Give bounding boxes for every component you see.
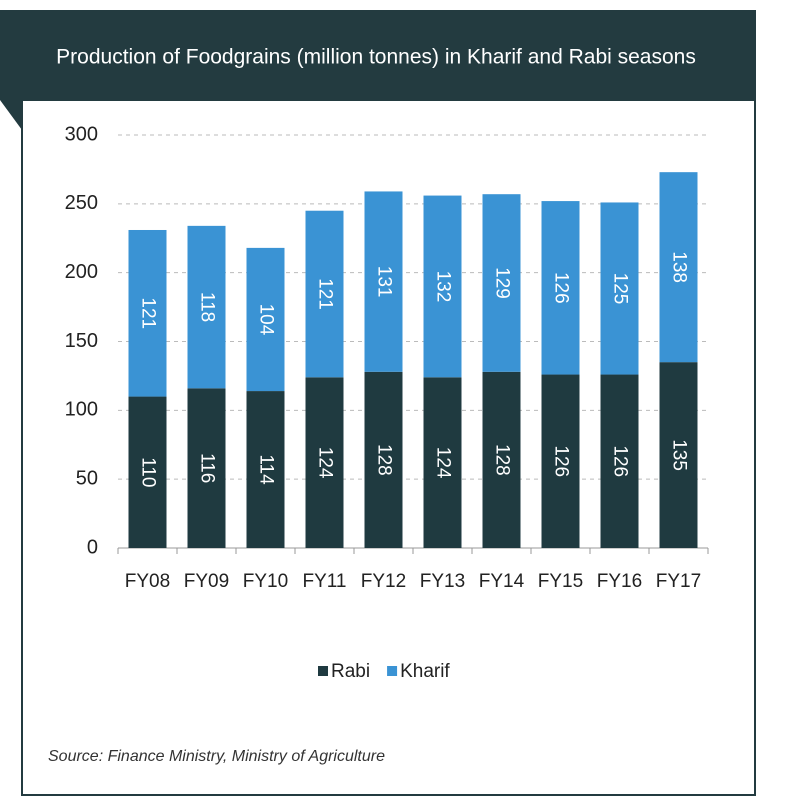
x-tick-label: FY11	[302, 571, 346, 592]
y-tick-label: 0	[87, 536, 98, 558]
data-label: 132	[432, 271, 453, 303]
y-tick-label: 200	[65, 261, 98, 283]
data-label: 126	[550, 272, 571, 304]
bar-segment	[423, 377, 462, 548]
header-banner	[0, 10, 756, 100]
bar-segment	[541, 201, 580, 375]
x-tick-label: FY08	[125, 571, 170, 592]
x-tick-label: FY16	[597, 571, 642, 592]
source-note: Source: Finance Ministry, Ministry of Ag…	[48, 748, 385, 765]
data-label: 126	[609, 445, 630, 477]
data-label: 135	[668, 439, 689, 471]
bar-segment	[600, 374, 639, 548]
data-label: 129	[491, 267, 512, 299]
data-label: 128	[491, 444, 512, 476]
bar-segment	[482, 194, 521, 372]
frame	[21, 99, 756, 796]
bar-segment	[659, 172, 698, 363]
data-label: 125	[609, 273, 630, 305]
bar-segment	[423, 195, 462, 378]
bar-segment	[246, 247, 285, 392]
data-label: 124	[314, 447, 335, 479]
bar-segment	[187, 388, 226, 548]
y-tick-label: 150	[65, 330, 98, 352]
data-label: 118	[196, 292, 217, 322]
x-tick-label: FY09	[184, 571, 229, 592]
bar-segment	[128, 396, 167, 548]
data-label: 121	[314, 278, 335, 310]
y-tick-label: 100	[65, 399, 98, 421]
data-label: 121	[137, 297, 158, 329]
x-tick-label: FY15	[538, 571, 583, 592]
bar-segment	[187, 225, 226, 389]
y-tick-label: 250	[65, 192, 98, 214]
bar-segment	[541, 374, 580, 548]
legend-label: Rabi	[331, 661, 370, 682]
bar-segment	[482, 371, 521, 548]
legend-swatch	[387, 666, 398, 676]
data-label: 116	[196, 453, 217, 483]
data-label: 104	[255, 304, 276, 336]
x-tick-label: FY13	[420, 571, 465, 592]
y-tick-label: 300	[65, 123, 98, 145]
x-tick-label: FY14	[479, 571, 525, 592]
data-label: 110	[137, 457, 158, 487]
bar-segment	[305, 210, 344, 378]
x-tick-label: FY17	[656, 571, 701, 592]
bar-segment	[364, 191, 403, 372]
data-label: 138	[668, 251, 689, 283]
bar-segment	[600, 202, 639, 375]
bar-segment	[364, 371, 403, 548]
x-tick-label: FY10	[243, 571, 288, 592]
chart-title: Production of Foodgrains (million tonnes…	[56, 46, 696, 69]
legend-swatch	[318, 666, 328, 676]
bar-segment	[128, 229, 167, 397]
data-label: 131	[373, 266, 394, 298]
x-tick-label: FY12	[361, 571, 406, 592]
legend-label: Kharif	[400, 661, 450, 682]
header-tab	[0, 100, 22, 130]
y-tick-label: 50	[76, 467, 98, 489]
data-label: 124	[432, 447, 453, 479]
bar-segment	[246, 391, 285, 548]
bar-segment	[305, 377, 344, 548]
data-label: 126	[550, 445, 571, 477]
data-label: 114	[255, 454, 276, 485]
data-label: 128	[373, 444, 394, 476]
bar-segment	[659, 362, 698, 548]
